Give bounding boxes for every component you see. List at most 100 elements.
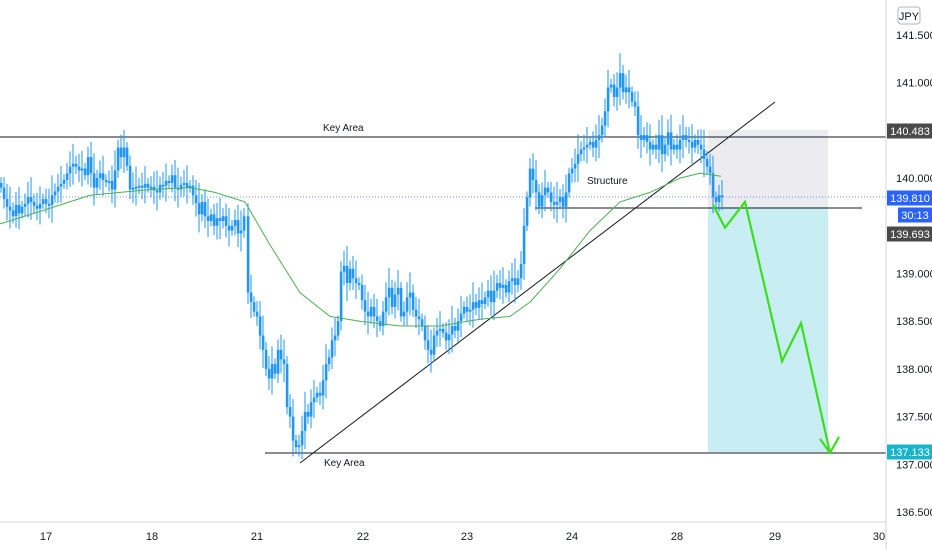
candle-body	[20, 206, 24, 214]
candle-body	[375, 316, 379, 322]
candle-body	[32, 201, 36, 206]
candle-body	[327, 357, 331, 365]
candle	[318, 382, 322, 406]
candle	[273, 358, 277, 379]
candle-body	[128, 165, 132, 190]
candle-body	[591, 141, 595, 148]
candle	[567, 167, 571, 198]
candle	[432, 327, 436, 362]
candle-body	[50, 195, 54, 205]
candle-body	[77, 166, 81, 171]
candle	[576, 134, 580, 182]
candle-body	[212, 214, 216, 226]
candle	[110, 165, 114, 204]
candle	[663, 136, 667, 162]
candle-body	[345, 265, 349, 284]
candle	[627, 69, 631, 109]
candle	[666, 119, 670, 157]
candle	[212, 203, 216, 236]
candle	[113, 150, 117, 208]
candle	[714, 191, 718, 208]
candle-body	[627, 87, 631, 93]
candle	[23, 193, 27, 217]
x-tick-label: 29	[769, 531, 781, 543]
candle	[71, 143, 75, 185]
candle	[218, 198, 222, 240]
candle	[639, 115, 643, 158]
candle-body	[230, 225, 234, 231]
candle-body	[276, 349, 280, 374]
candle	[486, 280, 490, 307]
candle	[654, 134, 658, 159]
candle	[612, 74, 616, 107]
price-tag-label: 30:13	[901, 210, 929, 222]
candle-body	[465, 306, 469, 312]
candle	[227, 208, 231, 247]
candle-body	[441, 328, 445, 333]
candle	[636, 91, 640, 149]
candle	[191, 175, 195, 205]
candle-body	[495, 283, 499, 291]
candle	[261, 315, 265, 368]
candle-body	[456, 321, 460, 331]
price-tag-label: 139.693	[890, 229, 930, 241]
candle-body	[194, 195, 198, 203]
candle-body	[477, 300, 481, 308]
candle	[495, 274, 499, 298]
candle	[384, 282, 388, 326]
candle-body	[552, 201, 556, 205]
candle-body	[360, 284, 364, 301]
candle-body	[104, 180, 108, 183]
candle	[429, 329, 433, 373]
candle-body	[519, 263, 523, 279]
candle	[675, 134, 679, 159]
candle	[330, 327, 334, 370]
candle	[50, 175, 54, 223]
candle	[447, 319, 451, 355]
candle-body	[255, 311, 259, 317]
candle	[215, 202, 219, 240]
candle-body	[687, 139, 691, 142]
candle-body	[95, 178, 99, 188]
candle-body	[336, 321, 340, 336]
candle	[35, 192, 39, 221]
candle-body	[432, 335, 436, 355]
candle	[125, 141, 129, 171]
y-tick-label: 140.000	[896, 173, 932, 185]
candle-body	[288, 407, 292, 417]
candle-body	[516, 278, 520, 285]
candle	[282, 339, 286, 383]
candle	[651, 138, 655, 155]
candle-body	[258, 316, 262, 336]
candle	[321, 365, 325, 410]
candle-body	[270, 364, 274, 379]
candle	[411, 284, 415, 318]
candle-body	[152, 186, 156, 191]
candle-body	[603, 111, 607, 126]
candle-body	[402, 311, 406, 317]
x-tick-label: 24	[566, 531, 578, 543]
candle	[693, 134, 697, 153]
currency-label: JPY	[899, 11, 920, 23]
x-tick-label: 21	[251, 531, 263, 543]
candle-body	[92, 173, 96, 188]
candle-body	[624, 87, 628, 93]
candle-body	[200, 201, 204, 215]
candle	[597, 115, 601, 158]
candle-body	[720, 195, 724, 198]
candle	[501, 267, 505, 304]
candle	[387, 267, 391, 316]
candle	[699, 129, 703, 164]
candle-body	[98, 173, 102, 179]
candle-body	[155, 190, 159, 193]
candle-body	[300, 430, 304, 446]
candle-body	[633, 101, 637, 107]
candle	[474, 294, 478, 316]
candle-body	[351, 268, 355, 279]
candle	[606, 69, 610, 128]
candle	[480, 282, 484, 320]
candle-body	[597, 135, 601, 140]
candle-body	[399, 287, 403, 317]
